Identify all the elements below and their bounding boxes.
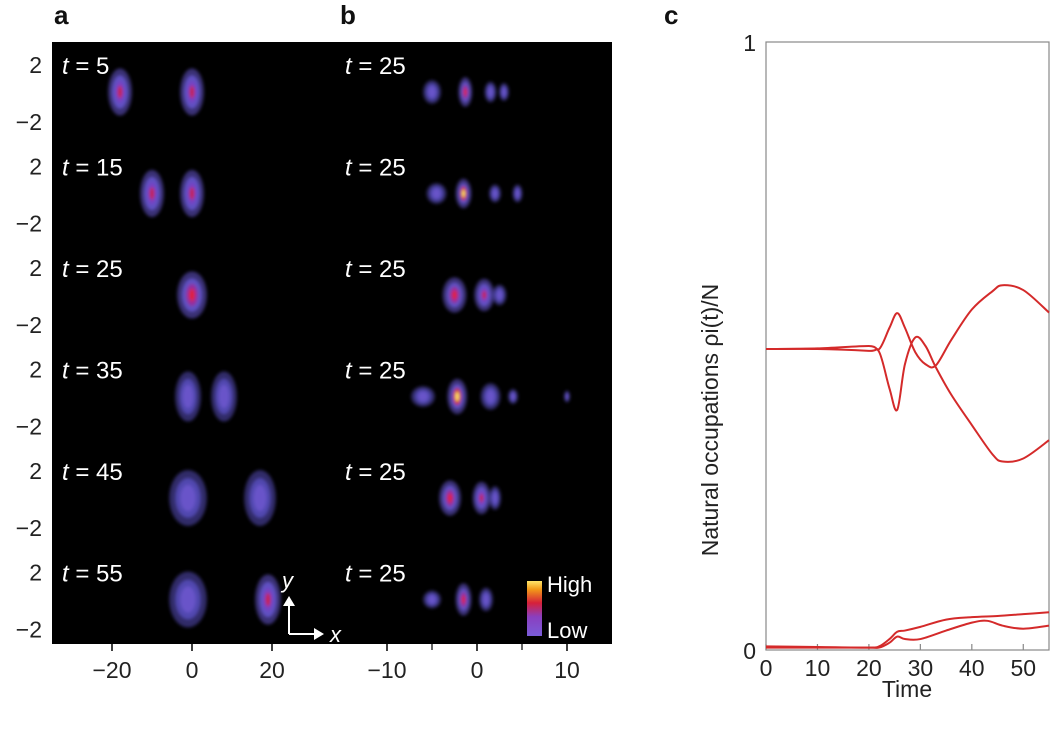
panel-c-xlabel: Time [882,676,932,702]
density-blob [489,184,501,203]
density-blob [489,486,501,510]
density-blob [169,470,207,526]
time-label: t = 15 [62,155,123,182]
panel-letter-c: c [664,0,678,30]
colorbar-gradient [527,581,542,636]
time-label: t = 25 [345,155,406,182]
time-label: t = 55 [62,561,123,588]
density-blob [411,386,435,407]
time-label: t = 25 [345,256,406,283]
density-blob [455,178,472,209]
panel-c-frame [765,41,1050,651]
density-blob [458,77,473,107]
c-x-tick-label: 40 [959,655,985,681]
panel-letter-b: b [340,0,356,30]
density-blob [442,277,467,313]
density-blob [423,590,441,609]
density-blob [140,169,164,218]
time-label: t = 25 [345,358,406,385]
density-blob [180,68,204,116]
density-blob [492,284,507,306]
c-y-tick-label: 1 [743,30,756,56]
density-blob [211,371,237,422]
panel-b-time-labels: t = 25 t = 25 t = 25 t = 25 t = 25 t = 25 [345,53,406,588]
y-tick-label: −2 [16,414,42,440]
colorbar: High Low [527,572,592,643]
panel-c-ticks: 0 10 20 30 40 50 0 1 [743,30,1036,681]
density-blob [108,68,132,116]
y-tick-label: −2 [16,312,42,338]
panel-a-time-labels: t = 5 t = 15 t = 25 t = 35 t = 45 t = 55 [62,53,123,588]
panel-a-x-ticks: −20 0 20 [92,644,285,683]
time-label: t = 25 [62,256,123,283]
occupation-series-3 [765,611,1050,649]
panel-b-density-plots [411,77,570,616]
c-x-tick-label: 20 [856,655,882,681]
density-blob [499,83,509,101]
density-blob [439,480,461,516]
y-tick-label: −2 [16,109,42,135]
panel-c-series [765,284,1050,649]
y-tick-label: 2 [29,357,42,383]
y-arrow-label: y [280,568,295,593]
density-blob [255,574,281,625]
x-tick-label: −20 [92,657,131,683]
time-label: t = 25 [345,561,406,588]
x-tick-label: 20 [259,657,285,683]
density-blob [474,278,495,312]
density-blob [512,184,523,203]
occupation-series-2 [765,335,1050,463]
density-blob [169,571,207,628]
density-blob [180,169,204,218]
x-arrow-label: x [329,622,342,647]
density-blob [484,81,497,103]
density-blob [426,183,447,204]
c-x-tick-label: 0 [760,655,773,681]
y-tick-label: 2 [29,560,42,586]
density-blob [447,378,468,415]
density-blob [564,390,570,403]
panel-a-density-plots [108,68,281,628]
colorbar-low-label: Low [547,618,587,643]
colorbar-high-label: High [547,572,592,597]
time-label: t = 45 [62,459,123,486]
y-tick-label: −2 [16,515,42,541]
time-label: t = 25 [345,459,406,486]
panel-c-line-chart: 0 10 20 30 40 50 0 1 Time Natural occupations ρ… [697,30,1050,702]
density-blob [455,583,472,616]
density-blob [175,371,201,422]
y-tick-label: 2 [29,458,42,484]
xy-axis-arrows: y x [280,568,342,647]
c-x-tick-label: 30 [908,655,934,681]
x-tick-label: 10 [554,657,580,683]
density-blob [177,271,207,319]
y-tick-label: −2 [16,617,42,643]
c-x-tick-label: 10 [805,655,831,681]
density-blob [479,587,493,612]
density-blob [472,481,491,515]
panel-b-x-ticks: −10 0 10 [367,644,580,683]
time-label: t = 5 [62,53,109,80]
density-blob [244,470,276,526]
y-tick-label: 2 [29,154,42,180]
x-tick-label: 0 [471,657,484,683]
panel-a-y-ticks: 2 −2 2 −2 2 −2 2 −2 2 −2 2 −2 [16,52,58,643]
x-tick-label: −10 [367,657,406,683]
density-blob [508,389,518,404]
heatmap-background [52,42,612,644]
panel-letter-a: a [54,0,69,30]
y-tick-label: −2 [16,211,42,237]
time-label: t = 25 [345,53,406,80]
density-blob [423,80,441,104]
c-x-tick-label: 50 [1010,655,1036,681]
time-label: t = 35 [62,358,123,385]
x-tick-label: 0 [186,657,199,683]
occupation-series-4 [766,619,1050,649]
y-tick-label: 2 [29,255,42,281]
panel-c-ylabel: Natural occupations ρi(t)/N [697,284,723,557]
density-blob [480,383,501,410]
c-y-tick-label: 0 [743,638,756,664]
y-tick-label: 2 [29,52,42,78]
